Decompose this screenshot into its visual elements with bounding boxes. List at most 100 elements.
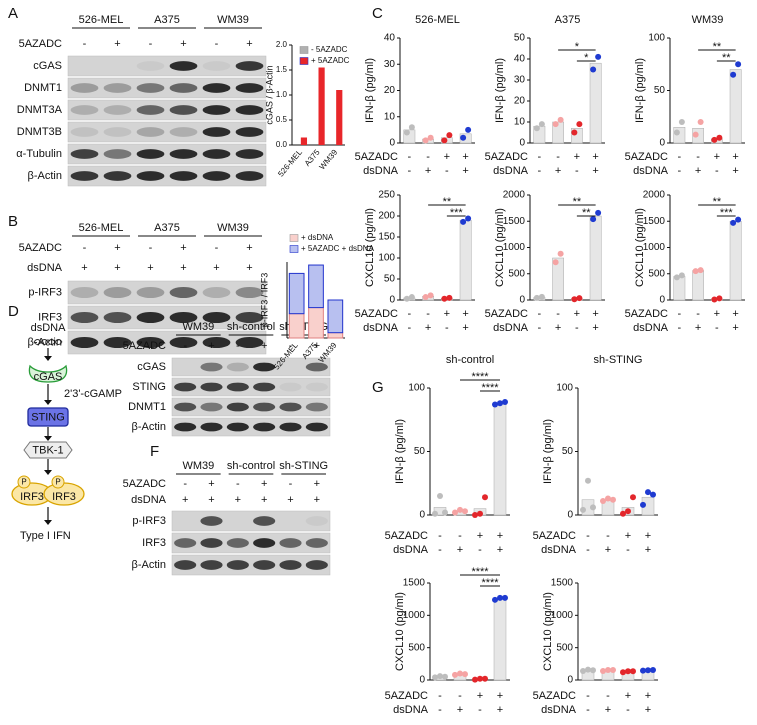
condition-sign: + — [732, 151, 738, 163]
data-point — [442, 673, 448, 680]
bar — [318, 67, 325, 145]
condition-sign: + — [477, 530, 483, 542]
diagram-label: IRF3 — [52, 491, 76, 503]
treatment-sign: + — [314, 478, 320, 490]
treatment-sign: - — [215, 242, 219, 254]
y-tick-label: 0 — [659, 138, 665, 149]
y-axis-label: cGAS / β-Actin — [264, 65, 274, 124]
legend-swatch — [289, 245, 299, 253]
blot-band — [235, 105, 264, 115]
data-point — [620, 669, 626, 676]
y-tick-label: 0 — [567, 675, 573, 686]
data-point — [595, 209, 602, 216]
data-point — [437, 492, 443, 499]
condition-sign: - — [426, 151, 430, 163]
y-tick-label: 1500 — [551, 578, 574, 589]
data-point — [697, 267, 704, 274]
blot-band — [305, 516, 328, 526]
condition-sign: - — [408, 308, 412, 320]
treatment-sign: + — [147, 262, 153, 274]
blot-band — [305, 560, 328, 570]
condition-sign: + — [462, 322, 468, 334]
data-point — [533, 294, 540, 301]
chart-title: WM39 — [692, 14, 724, 26]
condition-sign: - — [678, 151, 682, 163]
blot-band — [103, 337, 132, 348]
blot-band — [202, 171, 231, 181]
condition-sign: + — [462, 165, 468, 177]
y-tick-label: 20 — [514, 96, 526, 107]
y-tick-label: 50 — [384, 274, 396, 285]
condition-sign: - — [575, 165, 579, 177]
y-axis-label: IFN-β (pg/ml) — [494, 58, 506, 123]
condition-label: 5AZADC — [385, 690, 428, 702]
blot-strip — [171, 377, 331, 397]
y-tick-label: 1000 — [403, 610, 426, 621]
arrow-head — [44, 436, 52, 441]
data-point — [571, 129, 578, 136]
condition-sign: + — [732, 322, 738, 334]
significance-label: **** — [481, 382, 499, 394]
y-tick-label: 1500 — [503, 216, 526, 227]
data-point — [673, 274, 680, 281]
y-axis-label: CXCL10 (pg/ml) — [394, 592, 406, 671]
blot-band — [70, 105, 99, 115]
data-point — [590, 667, 596, 674]
data-point — [610, 666, 616, 673]
blot-band — [279, 560, 302, 570]
bar — [589, 215, 602, 301]
blot-strip — [67, 55, 267, 77]
chart-title: sh-control — [446, 354, 494, 366]
condition-sign: - — [445, 165, 449, 177]
significance-label: **** — [471, 371, 489, 383]
legend-label: + dsDNA — [301, 233, 334, 242]
blot-row-label: IRF3 — [142, 537, 166, 549]
treatment-sign: + — [261, 478, 267, 490]
blot-strip — [171, 554, 331, 576]
treatment-sign: + — [208, 494, 214, 506]
data-point — [590, 66, 597, 73]
y-tick-label: 40 — [514, 54, 526, 65]
chart-title: sh-STING — [594, 354, 643, 366]
blot-band — [136, 83, 165, 93]
blot-band — [235, 83, 264, 93]
treatment-sign: + — [180, 262, 186, 274]
bar — [729, 221, 742, 301]
data-point — [460, 134, 467, 141]
bar-segment — [288, 272, 305, 315]
condition-sign: + — [462, 151, 468, 163]
data-point — [711, 136, 718, 143]
legend-label: + 5AZADC + dsDNA — [301, 244, 375, 253]
blot-strip — [171, 417, 331, 437]
data-point — [630, 494, 636, 501]
condition-sign: + — [645, 690, 651, 702]
data-point — [492, 596, 498, 603]
condition-sign: - — [586, 704, 590, 716]
blot-band — [169, 312, 198, 323]
data-point — [590, 216, 597, 223]
y-tick-label: 0 — [519, 138, 525, 149]
condition-sign: + — [625, 690, 631, 702]
treatment-sign: + — [246, 262, 252, 274]
bar — [571, 128, 583, 144]
blot-band — [235, 337, 264, 348]
significance-label: ** — [573, 196, 582, 208]
condition-sign: + — [457, 704, 463, 716]
condition-label: 5AZADC — [533, 690, 576, 702]
blot-band — [70, 83, 99, 93]
blot-band — [70, 312, 99, 323]
blot-band — [174, 560, 197, 570]
condition-label: dsDNA — [633, 165, 669, 177]
significance-label: ** — [443, 196, 452, 208]
treatment-label: 5AZADC — [19, 242, 62, 254]
data-point — [472, 676, 478, 683]
blot-band — [103, 127, 132, 137]
blot-band — [200, 422, 223, 432]
data-point — [600, 498, 606, 505]
data-point — [640, 501, 646, 508]
legend-label: - 5AZADC — [311, 45, 348, 54]
data-point — [557, 250, 564, 257]
blot-row-label: p-IRF3 — [132, 515, 166, 527]
phospho-shape — [17, 475, 31, 489]
data-point — [497, 400, 503, 407]
